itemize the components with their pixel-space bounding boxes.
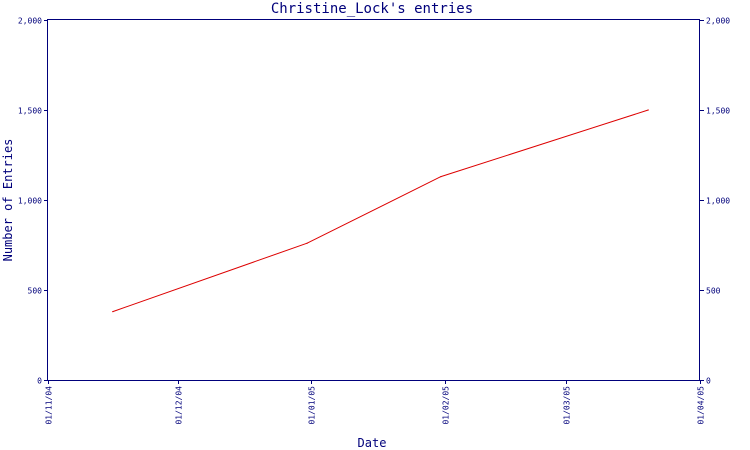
x-tick-label: 01/01/05	[308, 386, 317, 425]
x-axis-label: Date	[358, 436, 387, 450]
series-layer	[112, 109, 649, 313]
series-line	[112, 109, 649, 313]
data-point	[440, 176, 442, 178]
y-tick-label-right: 1,000	[706, 197, 730, 206]
y-tick-label-left: 500	[28, 287, 43, 296]
y-tick-label-right: 0	[706, 377, 711, 386]
y-tick-label-left: 1,000	[18, 197, 42, 206]
data-point	[647, 109, 649, 111]
x-tick-label: 01/12/04	[175, 386, 184, 425]
y-axis-right: 0 500 1,000 1,500 2,000	[700, 17, 730, 386]
x-tick-label: 01/03/05	[563, 386, 572, 425]
y-tick-label-right: 2,000	[706, 17, 730, 26]
y-tick-label-left: 2,000	[18, 17, 42, 26]
data-point	[112, 311, 114, 313]
plot-area-frame	[47, 19, 700, 381]
x-tick-label: 01/11/04	[45, 386, 54, 425]
y-tick-label-right: 500	[706, 287, 721, 296]
y-tick-label-left: 0	[37, 377, 42, 386]
y-axis-label: Number of Entries	[1, 139, 15, 262]
y-tick-label-right: 1,500	[706, 107, 730, 116]
y-tick-label-left: 1,500	[18, 107, 42, 116]
y-axis-left: 0 500 1,000 1,500 2,000	[18, 17, 48, 386]
data-point	[306, 242, 308, 244]
x-tick-label: 01/04/05	[697, 386, 706, 425]
x-axis: 01/11/04 01/12/04 01/01/05 01/02/05 01/03/05…	[45, 380, 706, 425]
x-tick-label: 01/02/05	[442, 386, 451, 425]
chart-title: Christine_Lock's entries	[271, 1, 473, 17]
